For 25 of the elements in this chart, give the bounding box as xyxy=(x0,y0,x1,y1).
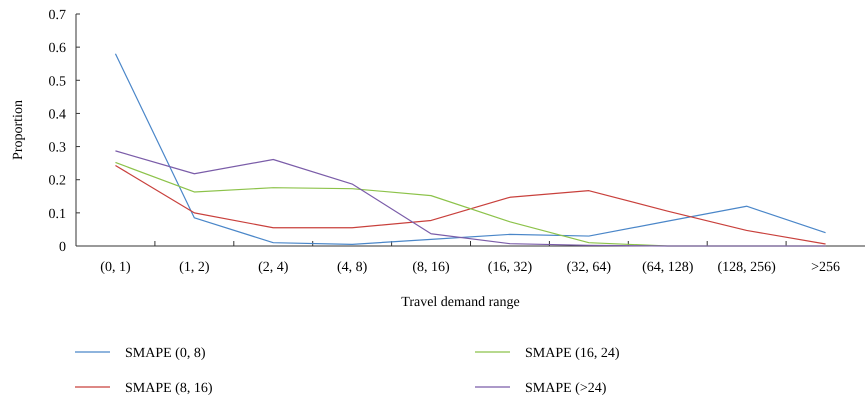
x-tick-label: (2, 4) xyxy=(258,260,289,275)
x-tick-label: (32, 64) xyxy=(566,260,612,275)
y-tick-label: 0.3 xyxy=(48,140,66,156)
y-tick-label: 0.6 xyxy=(48,41,66,56)
x-tick-label: >256 xyxy=(811,260,840,275)
y-tick-label: 0.7 xyxy=(48,8,66,23)
y-tick-label: 0.5 xyxy=(48,74,66,90)
y-tick-label: 0.2 xyxy=(48,174,66,189)
x-axis-title: Travel demand range xyxy=(401,295,520,310)
legend-label: SMAPE (0, 8) xyxy=(125,346,206,361)
legend-label: SMAPE (8, 16) xyxy=(125,381,213,396)
line-series xyxy=(114,53,826,245)
legend-label: SMAPE (16, 24) xyxy=(525,346,620,361)
legend-label: SMAPE (>24) xyxy=(525,381,607,396)
x-tick-label: (16, 32) xyxy=(488,260,532,275)
y-axis-title: Proportion xyxy=(11,100,26,160)
x-tick-label: (0, 1) xyxy=(100,260,131,275)
x-tick-label: (4, 8) xyxy=(336,260,368,275)
y-tick-label: 0 xyxy=(59,240,66,255)
x-tick-label: (128, 256) xyxy=(717,260,776,275)
x-tick-label: (1, 2) xyxy=(179,260,210,275)
x-tick-label: (8, 16) xyxy=(412,260,450,275)
y-tick-label: 0.1 xyxy=(48,206,66,222)
y-tick-label: 0.4 xyxy=(48,107,66,122)
x-tick-label: (64, 128) xyxy=(642,260,694,275)
